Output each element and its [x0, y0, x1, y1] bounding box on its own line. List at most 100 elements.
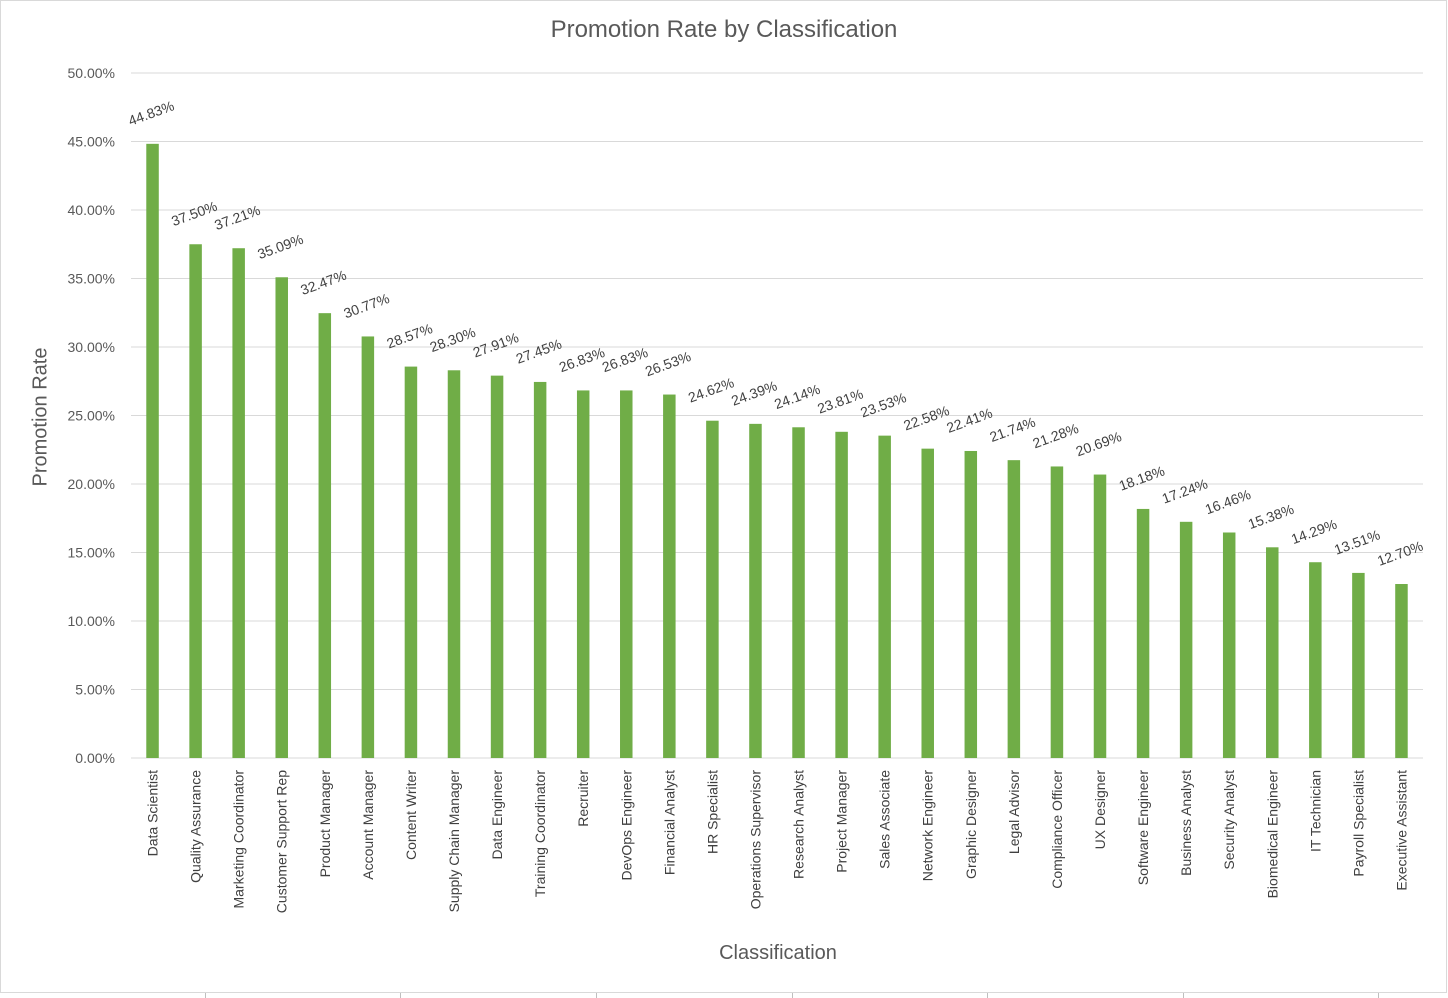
- data-label: 15.38%: [1246, 501, 1296, 532]
- data-label: 16.46%: [1203, 486, 1253, 517]
- data-label: 37.50%: [169, 198, 219, 229]
- data-label: 18.18%: [1117, 462, 1167, 493]
- bar: [404, 366, 418, 758]
- x-tick-label: Legal Advisor: [1006, 770, 1022, 854]
- bar: [1050, 466, 1064, 758]
- x-tick-label: Recruiter: [575, 770, 591, 827]
- frame-tick-mark: [400, 993, 401, 998]
- bar: [1136, 508, 1150, 758]
- y-axis-ticks: 0.00% 5.00% 10.00% 15.00% 20.00% 25.00% 30.00%…: [68, 65, 115, 766]
- x-tick-label: Content Writer: [403, 770, 419, 860]
- y-tick-label: 5.00%: [75, 682, 115, 698]
- frame-tick-mark: [792, 993, 793, 998]
- y-tick-label: 20.00%: [68, 476, 115, 492]
- x-tick-label: UX Designer: [1092, 770, 1108, 850]
- bar: [620, 390, 633, 758]
- y-tick-label: 25.00%: [68, 408, 115, 424]
- y-tick-label: 30.00%: [68, 339, 115, 355]
- y-tick-label: 50.00%: [68, 65, 115, 81]
- x-tick-label: Data Engineer: [489, 770, 505, 860]
- x-tick-label: Security Analyst: [1221, 770, 1237, 870]
- x-tick-label: Marketing Coordinator: [231, 770, 247, 909]
- x-tick-label: DevOps Engineer: [618, 770, 634, 881]
- x-axis-ticks: Data Scientist Quality Assurance Marketing…: [145, 770, 1410, 914]
- x-tick-label: Customer Support Rep: [274, 770, 290, 913]
- y-tick-label: 40.00%: [68, 202, 115, 218]
- bar: [921, 448, 934, 758]
- bar: [1093, 474, 1107, 758]
- data-label: 24.39%: [729, 377, 779, 408]
- data-label: 28.30%: [428, 324, 478, 355]
- x-tick-label: Quality Assurance: [188, 770, 204, 883]
- x-tick-label: Business Analyst: [1178, 770, 1194, 876]
- bars: [146, 143, 1408, 759]
- x-tick-label: Project Manager: [834, 770, 850, 873]
- bar: [189, 244, 202, 758]
- frame-tick-mark: [205, 993, 206, 998]
- data-label: 37.21%: [212, 202, 262, 233]
- data-label: 24.14%: [772, 381, 822, 412]
- x-tick-label: Compliance Officer: [1049, 770, 1065, 889]
- data-label: 27.91%: [471, 329, 521, 360]
- y-tick-label: 0.00%: [75, 750, 115, 766]
- frame-tick-mark: [1183, 993, 1184, 998]
- y-tick-label: 45.00%: [68, 134, 115, 150]
- data-label: 24.62%: [686, 374, 736, 405]
- frame-tick-mark: [596, 993, 597, 998]
- bar: [1352, 572, 1365, 758]
- data-label: 44.83%: [126, 97, 176, 128]
- bar: [447, 370, 461, 758]
- x-tick-label: Executive Assistant: [1393, 770, 1409, 891]
- x-tick-label: HR Specialist: [704, 770, 720, 854]
- x-tick-label: Operations Supervisor: [747, 770, 763, 910]
- data-label: 23.81%: [815, 385, 865, 416]
- x-tick-label: Graphic Designer: [963, 770, 979, 879]
- bar: [663, 394, 676, 758]
- x-tick-label: Biomedical Engineer: [1264, 770, 1280, 899]
- x-axis-title: Classification: [719, 942, 837, 964]
- bar: [1309, 562, 1322, 758]
- frame-tick-mark: [1378, 993, 1379, 998]
- data-label: 22.58%: [901, 402, 951, 433]
- x-tick-label: Financial Analyst: [661, 770, 677, 875]
- bar: [964, 450, 978, 758]
- x-tick-label: Account Manager: [360, 770, 376, 880]
- data-label: 35.09%: [255, 231, 305, 262]
- bar: [835, 431, 848, 758]
- data-label: 27.45%: [514, 335, 564, 366]
- bar: [1222, 532, 1236, 758]
- x-tick-label: Payroll Specialist: [1350, 770, 1366, 877]
- bar: [749, 423, 762, 758]
- x-tick-label: Data Scientist: [145, 770, 161, 856]
- x-tick-label: Software Engineer: [1135, 770, 1151, 886]
- frame-tick-mark: [987, 993, 988, 998]
- chart-title: Promotion Rate by Classification: [550, 16, 898, 43]
- x-tick-label: Product Manager: [317, 770, 333, 878]
- bar: [706, 420, 719, 758]
- data-label: 26.83%: [600, 344, 650, 375]
- bar: [318, 313, 332, 758]
- bar: [533, 381, 547, 758]
- x-tick-label: Research Analyst: [791, 770, 807, 879]
- y-tick-label: 15.00%: [68, 545, 115, 561]
- x-tick-label: Sales Associate: [877, 770, 893, 869]
- bar: [275, 277, 288, 758]
- bar: [146, 143, 159, 759]
- data-label: 30.77%: [341, 290, 391, 321]
- data-label: 26.53%: [643, 348, 693, 379]
- bar: [878, 435, 891, 758]
- data-label: 32.47%: [298, 267, 348, 298]
- data-label: 12.70%: [1375, 538, 1425, 569]
- bar: [1007, 460, 1021, 758]
- bar: [792, 427, 805, 758]
- bar: [1395, 584, 1408, 758]
- bar: [361, 336, 375, 758]
- gridlines: [131, 72, 1423, 759]
- bar: [1266, 547, 1279, 758]
- data-label: 21.28%: [1030, 420, 1080, 451]
- x-tick-label: Network Engineer: [920, 770, 936, 882]
- bar: [1179, 521, 1193, 758]
- x-tick-label: Training Coordinator: [532, 770, 548, 897]
- y-tick-label: 35.00%: [68, 271, 115, 287]
